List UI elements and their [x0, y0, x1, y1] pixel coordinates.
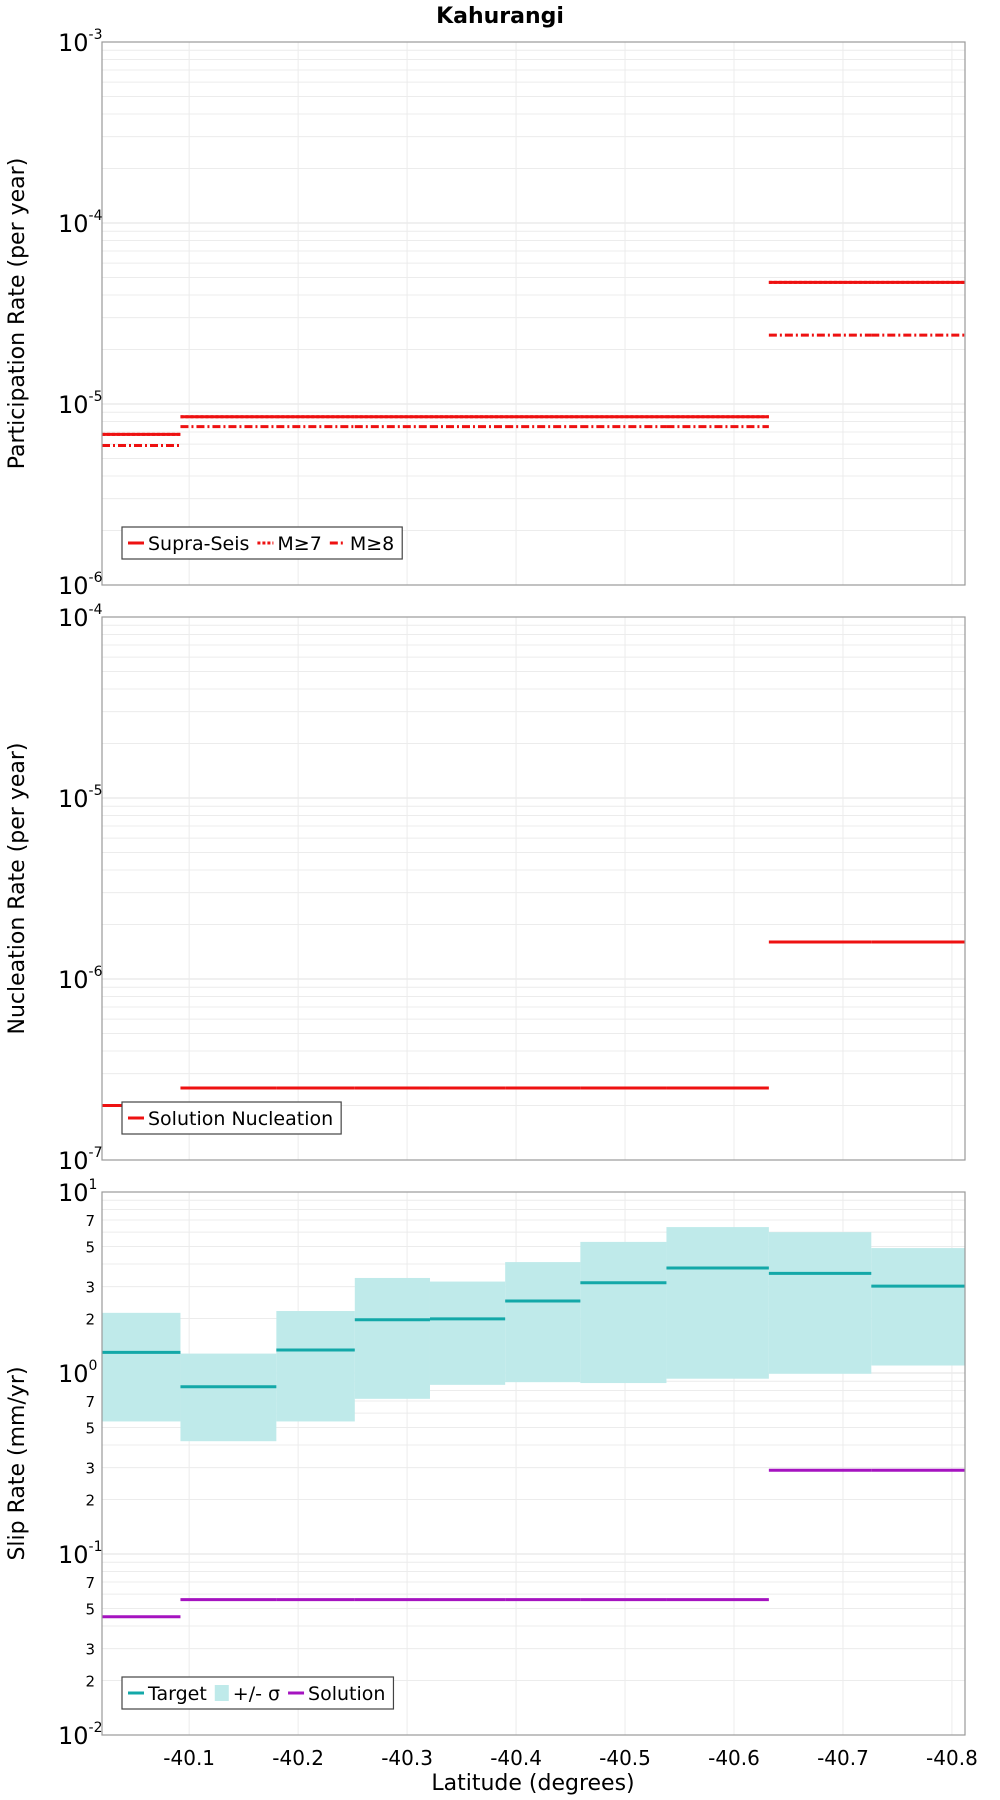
y-tick-label: 10-6	[58, 570, 103, 600]
sigma-band-segment	[354, 1277, 430, 1399]
y-minor-tick-label: 2	[85, 1673, 95, 1691]
x-tick-label: -40.5	[599, 1746, 651, 1770]
legend-box	[121, 1676, 395, 1710]
y-minor-tick-label: 5	[85, 1600, 95, 1618]
sigma-band-segment	[505, 1262, 581, 1383]
legend-label: +/- σ	[233, 1683, 280, 1705]
panel-2: 10-7 10-6 10-5 10-4 Nucleation Rate (per yea…	[5, 602, 966, 1175]
legend-label: M≥7	[277, 533, 321, 555]
y-tick-label: 100	[58, 1358, 97, 1388]
legend-label: M≥8	[350, 533, 394, 555]
y-tick-label: 10-6	[58, 964, 103, 994]
sigma-band-segment	[429, 1281, 506, 1385]
plot-area	[102, 617, 965, 1160]
panel-3: 10-2 10-1 100 101 2 3 5 7 2 3 5 7 2 3 5 7 Slip Rate (mm/…	[5, 1177, 966, 1750]
sigma-band-segment	[871, 1248, 965, 1366]
plot-frame	[101, 41, 966, 586]
panel-1: 10-6 10-5 10-4 10-3 Participation Rate (per …	[5, 27, 966, 600]
y-minor-tick-label: 3	[85, 1279, 95, 1297]
x-axis-label: Latitude (degrees)	[431, 1771, 634, 1796]
y-axis-label: Participation Rate (per year)	[5, 158, 30, 470]
x-tick-label: -40.2	[272, 1746, 324, 1770]
x-tick-label: -40.3	[381, 1746, 433, 1770]
x-tick-label: -40.4	[490, 1746, 542, 1770]
x-tick-label: -40.8	[926, 1746, 978, 1770]
legend-box	[121, 526, 403, 560]
legend: Supra-Seis M≥7 M≥8	[121, 526, 403, 560]
sigma-band-segment	[102, 1312, 181, 1422]
plot-area	[102, 42, 965, 585]
y-tick-label: 10-1	[58, 1539, 103, 1569]
y-minor-tick-label: 7	[85, 1212, 95, 1230]
sigma-band-segment	[768, 1232, 872, 1374]
y-minor-tick-label: 3	[85, 1460, 95, 1478]
y-axis-label: Slip Rate (mm/yr)	[5, 1366, 30, 1560]
y-minor-tick-label: 7	[85, 1574, 95, 1592]
sigma-band-segment	[180, 1353, 277, 1442]
y-tick-label: 10-7	[58, 1145, 103, 1175]
y-tick-label: 10-5	[58, 389, 103, 419]
legend: Solution Nucleation	[121, 1101, 342, 1135]
sigma-band-segment	[580, 1241, 667, 1384]
y-tick-label: 10-3	[58, 27, 103, 57]
plot-frame	[101, 1191, 966, 1736]
x-tick-label: -40.6	[708, 1746, 760, 1770]
legend-label: Solution	[308, 1683, 385, 1705]
sigma-band-segment	[666, 1227, 769, 1379]
legend-swatch	[214, 1685, 229, 1701]
y-minor-tick-label: 7	[85, 1393, 95, 1411]
legend-label: Solution Nucleation	[148, 1108, 333, 1130]
legend-box	[121, 1101, 342, 1135]
legend-label: Supra-Seis	[148, 533, 249, 555]
y-minor-tick-label: 2	[85, 1311, 95, 1329]
y-tick-label: 10-4	[58, 602, 103, 632]
y-tick-label: 10-2	[58, 1720, 103, 1750]
x-tick-label: -40.1	[163, 1746, 215, 1770]
plot-frame	[101, 616, 966, 1161]
y-minor-tick-label: 3	[85, 1641, 95, 1659]
sigma-band-segment	[276, 1311, 355, 1422]
y-minor-tick-label: 5	[85, 1238, 95, 1256]
y-minor-tick-label: 2	[85, 1492, 95, 1510]
legend-label: Target	[147, 1683, 207, 1705]
y-tick-label: 10-5	[58, 783, 103, 813]
y-minor-tick-label: 5	[85, 1419, 95, 1437]
chart-title: Kahurangi	[436, 4, 564, 29]
y-tick-label: 10-4	[58, 208, 103, 238]
chart-panels: 10-6 10-5 10-4 10-3 Participation Rate (per …	[5, 27, 978, 1770]
y-axis-label: Nucleation Rate (per year)	[5, 743, 30, 1035]
legend: Target +/- σ Solution	[121, 1676, 395, 1710]
x-tick-label: -40.7	[817, 1746, 869, 1770]
y-tick-label: 101	[58, 1177, 97, 1207]
